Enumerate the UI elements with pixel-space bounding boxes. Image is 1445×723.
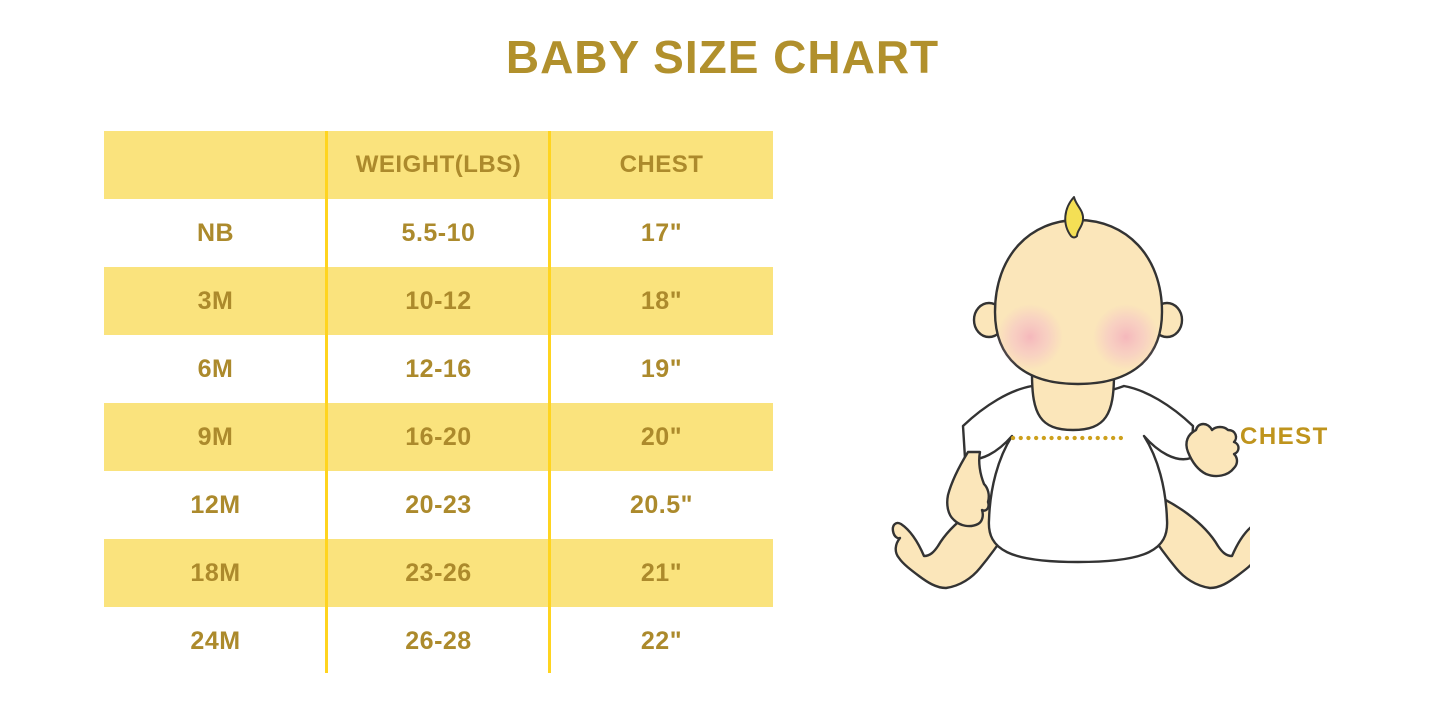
table-cell: 9M [197, 422, 234, 451]
table-cell: 21" [640, 558, 683, 587]
table-cell: 24M [190, 626, 241, 655]
header-cell [104, 131, 327, 199]
table-row: 3M 10-12 18" [104, 267, 773, 335]
table-cell: 20" [640, 422, 683, 451]
size-table: WEIGHT(LBS) CHEST NB 5.5-10 17" 3M 10-12 18" 6M 1… [104, 131, 773, 675]
table-cell: 20-23 [405, 490, 472, 519]
table-cell: 17" [640, 218, 683, 247]
table-cell: 5.5-10 [401, 218, 476, 247]
baby-right-cheek [1093, 304, 1159, 370]
table-cell: 18" [640, 286, 683, 315]
table-cell: 18M [190, 558, 241, 587]
table-cell: 23-26 [405, 558, 472, 587]
table-row: 24M 26-28 22" [104, 607, 773, 675]
baby-illustration-svg [891, 196, 1265, 590]
table-cell: 19" [640, 354, 683, 383]
table-cell: 6M [197, 354, 234, 383]
table-row: 6M 12-16 19" [104, 335, 773, 403]
table-row: 12M 20-23 20.5" [104, 471, 773, 539]
table-cell: NB [196, 218, 235, 247]
column-divider [325, 131, 328, 673]
table-header-row: WEIGHT(LBS) CHEST [104, 131, 773, 199]
header-cell: WEIGHT(LBS) [355, 151, 522, 178]
baby-right-arm-fist [1185, 422, 1240, 478]
baby-onesie [961, 384, 1195, 564]
baby-left-cheek [997, 304, 1063, 370]
table-cell: 26-28 [405, 626, 472, 655]
table-cell: 10-12 [405, 286, 472, 315]
table-row: NB 5.5-10 17" [104, 199, 773, 267]
baby-left-arm [946, 450, 990, 528]
table-row: 18M 23-26 21" [104, 539, 773, 607]
header-cell: CHEST [619, 151, 704, 178]
table-cell: 20.5" [629, 490, 693, 519]
table-cell: 3M [197, 286, 234, 315]
column-divider [548, 131, 551, 673]
page-title: BABY SIZE CHART [505, 31, 940, 83]
chest-label: CHEST [1240, 423, 1329, 450]
baby-illustration [890, 190, 1265, 620]
table-cell: 22" [640, 626, 683, 655]
table-cell: 12-16 [405, 354, 472, 383]
table-cell: 12M [190, 490, 241, 519]
table-cell: 16-20 [405, 422, 472, 451]
table-row: 9M 16-20 20" [104, 403, 773, 471]
baby-hair-curl-icon [1064, 196, 1085, 239]
